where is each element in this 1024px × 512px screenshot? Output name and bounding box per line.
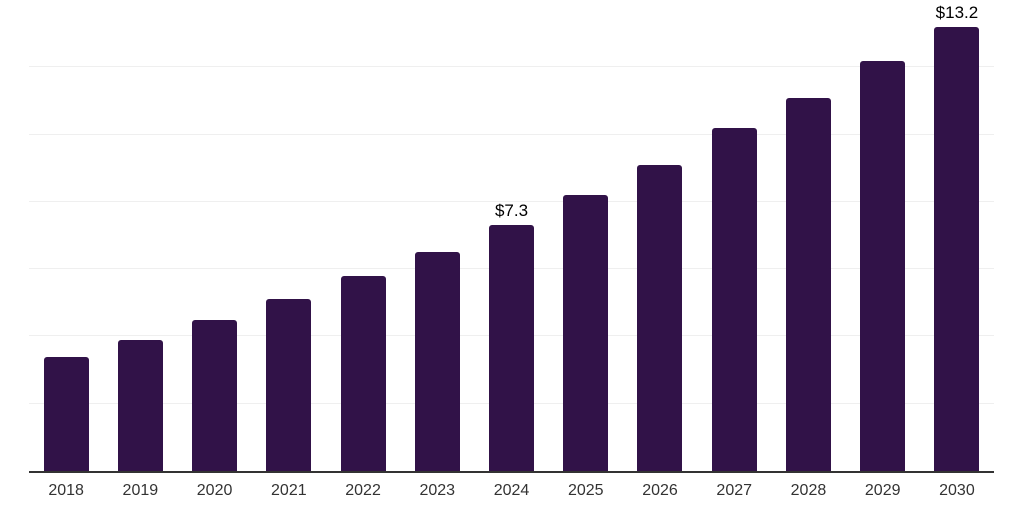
x-tick-label-2023: 2023 [419,482,456,499]
bar-2023 [414,252,460,471]
bar-2029 [860,60,906,471]
bar-2022 [340,275,386,471]
gridline [29,66,994,68]
bar-2020 [192,319,238,471]
bar-2019 [117,339,163,471]
bar-2025 [563,195,609,471]
gridline [29,200,994,202]
bar-2028 [785,97,831,471]
bar-2024 [489,225,535,471]
bar-2021 [266,299,312,471]
bar-2018 [43,356,89,471]
x-tick-label-2021: 2021 [271,482,307,499]
x-tick-label-2029: 2029 [864,482,901,499]
bar-2026 [637,164,683,471]
plot-area: $7.3 $13.2 [29,0,994,471]
x-axis-tick-labels: 2018 2019 2020 2021 2022 2023 2024 2025 2026 2027… [29,481,994,501]
bar-slot-2029 [846,0,920,471]
x-tick-label-2030: 2030 [939,482,975,499]
x-tick-label-2025: 2025 [567,482,604,499]
x-tick-label-2020: 2020 [196,482,233,499]
bar-slot-2024: $7.3 [474,0,548,471]
bar-slot-2025 [549,0,623,471]
bar-slot-2018 [29,0,103,471]
bar-slot-2020 [177,0,251,471]
bar-slot-2019 [103,0,177,471]
x-tick-label-2026: 2026 [642,482,678,499]
x-tick-label-2022: 2022 [345,482,381,499]
bar-slot-2027 [697,0,771,471]
x-tick-label-2024: 2024 [493,482,530,499]
bar-slot-2022 [326,0,400,471]
x-axis-line [29,471,994,473]
bar-slot-2026 [623,0,697,471]
x-tick-label-2027: 2027 [716,482,753,499]
bar-slot-2030: $13.2 [920,0,994,471]
x-tick-label-2028: 2028 [790,482,827,499]
bar-slot-2023 [400,0,474,471]
bar-value-label-2024: $7.3 [494,201,529,221]
bar-value-label-2030: $13.2 [935,2,979,22]
bar-slot-2021 [252,0,326,471]
bar-2027 [711,127,757,471]
x-tick-label-2018: 2018 [48,482,84,499]
gridline [29,133,994,135]
x-tick-label-2019: 2019 [122,482,159,499]
bar-2030 [934,26,980,471]
bar-slot-2028 [771,0,845,471]
